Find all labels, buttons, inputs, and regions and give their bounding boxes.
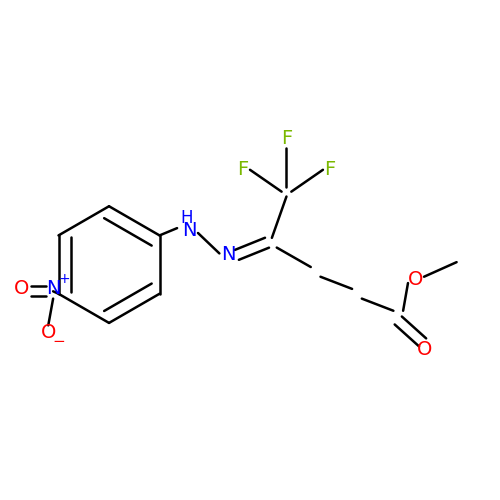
Text: F: F: [237, 160, 248, 180]
Text: +: +: [58, 272, 70, 286]
Text: O: O: [418, 340, 432, 359]
Text: O: O: [40, 323, 56, 342]
Text: N: N: [46, 280, 60, 298]
Text: H: H: [180, 210, 193, 228]
Text: O: O: [14, 280, 29, 298]
Text: N: N: [221, 246, 236, 264]
Text: −: −: [52, 334, 66, 349]
Text: N: N: [182, 221, 196, 240]
Text: F: F: [324, 160, 336, 180]
Text: O: O: [408, 270, 423, 288]
Text: F: F: [281, 128, 292, 148]
